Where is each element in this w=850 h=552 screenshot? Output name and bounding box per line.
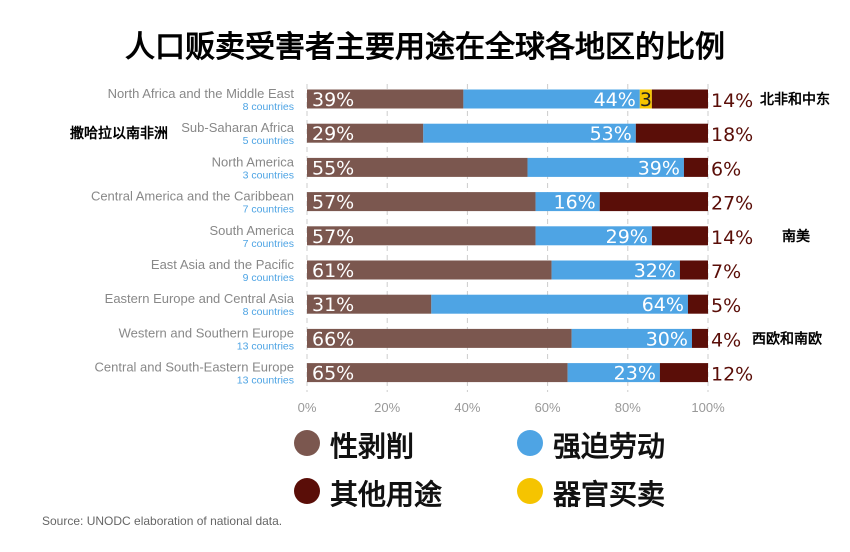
bar-segment [551, 260, 680, 280]
data-label: 7% [711, 261, 741, 283]
bar-segment [307, 123, 424, 143]
country-count-label: 8 countries [243, 306, 294, 318]
bar-segment [635, 123, 708, 143]
legend-label-other: 其他用途 [330, 478, 443, 511]
bar-segment [535, 226, 652, 246]
data-label: 39% [312, 89, 354, 111]
category-label: South America [209, 223, 294, 238]
bar-segment [567, 363, 660, 383]
data-label: 14% [711, 90, 753, 112]
bar-segment [691, 328, 708, 348]
data-label: 65% [312, 363, 354, 385]
data-label: 31% [312, 294, 354, 316]
category-label: Central and South-Eastern Europe [95, 360, 294, 375]
data-label: 44% [594, 89, 636, 111]
bar-segment [307, 328, 572, 348]
category-label: Sub-Saharan Africa [181, 120, 295, 135]
data-label: 18% [711, 124, 753, 146]
category-label: North America [212, 154, 295, 169]
data-label: 4% [711, 329, 741, 351]
category-label: Central America and the Caribbean [91, 189, 294, 204]
country-count-label: 13 countries [237, 375, 294, 387]
chinese-annotation: 北非和中东 [760, 91, 830, 108]
legend-swatch-other [294, 478, 320, 504]
country-count-label: 13 countries [237, 340, 294, 352]
bar-segment [307, 192, 536, 212]
category-label: East Asia and the Pacific [151, 257, 295, 272]
country-count-label: 7 countries [243, 238, 294, 250]
category-label: Western and Southern Europe [119, 325, 294, 340]
country-count-label: 3 countries [243, 169, 294, 181]
x-tick-label: 40% [454, 400, 480, 415]
chinese-annotation: 南美 [782, 228, 811, 245]
category-label: Eastern Europe and Central Asia [105, 291, 295, 306]
bar-segment [535, 192, 600, 212]
legend-label-sexual-exploitation: 性剥削 [330, 430, 415, 463]
data-label: 39% [638, 157, 680, 179]
country-count-label: 9 countries [243, 272, 294, 284]
data-label: 61% [312, 260, 354, 282]
country-count-label: 7 countries [243, 204, 294, 216]
legend-swatch-forced-labour [517, 430, 543, 456]
x-tick-label: 20% [374, 400, 400, 415]
data-label: 57% [312, 192, 354, 214]
data-label: 64% [642, 294, 684, 316]
country-count-label: 8 countries [243, 101, 294, 113]
x-tick-label: 0% [298, 400, 317, 415]
data-label: 6% [711, 158, 741, 180]
data-label: 29% [606, 226, 648, 248]
data-label: 5% [711, 295, 741, 317]
bar-segment [307, 89, 464, 109]
bar-segment [683, 157, 708, 177]
data-label: 27% [711, 193, 753, 215]
data-label: 55% [312, 157, 354, 179]
bar-segment [571, 328, 692, 348]
chart-title: 人口贩卖受害者主要用途在全球各地区的比例 [125, 30, 725, 65]
data-label: 12% [711, 364, 753, 386]
bar-segment [307, 157, 528, 177]
x-tick-label: 80% [615, 400, 641, 415]
x-tick-label: 60% [535, 400, 561, 415]
data-label: 53% [590, 123, 632, 145]
chinese-annotation: 撒哈拉以南非洲 [70, 125, 168, 142]
data-label: 16% [553, 192, 595, 214]
source-note: Source: UNODC elaboration of national da… [42, 514, 283, 528]
bar-segment [423, 123, 636, 143]
data-label: 14% [711, 227, 753, 249]
data-label: 32% [634, 260, 676, 282]
bar-segment [463, 89, 640, 109]
bar-segment [659, 363, 708, 383]
bar-segment [599, 192, 708, 212]
bar-segment [651, 89, 708, 109]
bar-segment [307, 294, 432, 314]
legend-label-organ-removal: 器官买卖 [553, 478, 666, 511]
bar-segment [431, 294, 688, 314]
legend-label-forced-labour: 强迫劳动 [553, 430, 666, 463]
bar-segment [307, 260, 552, 280]
legend-swatch-organ-removal [517, 478, 543, 504]
data-label: 57% [312, 226, 354, 248]
bar-segment [307, 363, 568, 383]
x-tick-label: 100% [691, 400, 725, 415]
country-count-label: 5 countries [243, 135, 294, 147]
bar-segment [679, 260, 708, 280]
bar-segment [639, 89, 652, 109]
data-label: 23% [614, 363, 656, 385]
data-label: 66% [312, 328, 354, 350]
bar-segment [307, 226, 536, 246]
data-label: 29% [312, 123, 354, 145]
chinese-annotation: 西欧和南欧 [752, 330, 822, 347]
legend-swatch-sexual-exploitation [294, 430, 320, 456]
bar-segment [527, 157, 684, 177]
bar-segment [651, 226, 708, 246]
data-label: 30% [646, 328, 688, 350]
category-label: North Africa and the Middle East [108, 86, 295, 101]
bar-segment [687, 294, 708, 314]
